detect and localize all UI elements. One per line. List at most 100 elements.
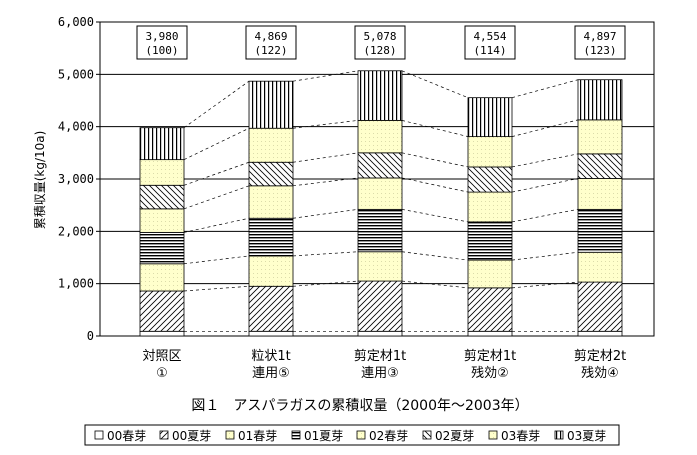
y-tick-label: 2,000	[58, 224, 94, 238]
bar-segment	[139, 290, 185, 332]
category-label: 剪定材2t	[574, 348, 626, 364]
total-index-label: (100)	[145, 44, 178, 57]
bar-segment	[357, 280, 403, 332]
y-tick-label: 6,000	[58, 15, 94, 29]
legend-label: 02夏芽	[435, 429, 474, 443]
bar-segment	[248, 255, 294, 287]
legend-label: 01夏芽	[304, 429, 343, 443]
legend-swatch	[488, 430, 498, 440]
total-value-label: 4,554	[473, 30, 506, 43]
category-label-line2: 残効②	[471, 366, 509, 381]
category-label: 粒状1t	[251, 349, 290, 364]
legend-label: 01春芽	[238, 429, 277, 443]
bar-segment	[357, 251, 403, 282]
connector-line	[401, 251, 469, 261]
bar-segment	[357, 330, 403, 337]
category-label-line2: 連用③	[361, 366, 399, 381]
y-tick-label: 4,000	[58, 120, 94, 134]
connector-line	[292, 70, 359, 82]
category-label-line2: 連用⑤	[252, 366, 290, 381]
bar-segment	[467, 287, 513, 332]
total-index-label: (128)	[363, 44, 396, 57]
connector-line	[292, 251, 359, 257]
bar-segment	[139, 208, 185, 233]
bar-segment	[248, 80, 294, 129]
bar-segment	[139, 127, 185, 161]
legend-swatch	[356, 430, 366, 440]
total-value-label: 4,869	[254, 30, 287, 43]
category-label-line2: 残効④	[581, 366, 619, 381]
bar-segment	[248, 330, 294, 337]
legend-label: 00春芽	[107, 429, 146, 443]
bar-segment	[357, 70, 403, 121]
bar-segment	[248, 127, 294, 163]
connector-line	[511, 178, 579, 193]
total-box	[245, 25, 297, 60]
total-box	[574, 25, 626, 60]
connector-line	[401, 152, 469, 168]
total-value-label: 3,980	[145, 30, 178, 43]
connector-line	[183, 127, 250, 160]
figure-caption: 図１ アスパラガスの累積収量（2000年～2003年）	[191, 398, 528, 414]
bar-segment	[248, 285, 294, 332]
bar-segment	[248, 217, 294, 257]
bar-segment	[467, 259, 513, 289]
category-label-line2: ①	[156, 366, 168, 381]
connector-line	[183, 161, 250, 186]
connector-line	[401, 209, 469, 223]
legend-swatch	[225, 430, 235, 440]
total-box	[464, 25, 516, 60]
bar-segment	[139, 330, 185, 337]
bar-segment	[357, 208, 403, 253]
connector-line	[183, 255, 250, 265]
category-label: 剪定材1t	[464, 348, 516, 364]
total-box	[136, 25, 188, 60]
legend-swatch	[554, 430, 564, 440]
bar-segment	[467, 97, 513, 138]
bar-segment	[248, 185, 294, 219]
category-label: 対照区	[142, 349, 181, 364]
total-index-label: (122)	[254, 44, 287, 57]
bar-segment	[357, 177, 403, 210]
bar-segment	[467, 221, 513, 261]
legend-label: 03春芽	[501, 429, 540, 443]
category-label: 剪定材1t	[354, 348, 406, 364]
bar-segment	[357, 119, 403, 154]
connector-line	[511, 251, 579, 261]
bar-segment	[139, 184, 185, 210]
total-index-label: (114)	[473, 44, 506, 57]
y-tick-label: 0	[87, 329, 94, 343]
legend-label: 00夏芽	[172, 429, 211, 443]
connector-line	[401, 280, 469, 289]
bar-segment	[577, 281, 623, 332]
bar-segment	[467, 166, 513, 193]
connector-line	[401, 177, 469, 193]
legend-box	[84, 424, 620, 446]
total-box	[354, 25, 406, 60]
bar-segment	[577, 178, 623, 210]
bar-segment	[577, 330, 623, 337]
total-value-label: 4,897	[583, 30, 616, 43]
connector-line	[183, 285, 250, 292]
y-tick-label: 3,000	[58, 172, 94, 186]
connector-line	[183, 217, 250, 233]
bar-segment	[577, 79, 623, 121]
bar-segment	[467, 136, 513, 168]
connector-line	[511, 153, 579, 168]
connector-line	[183, 80, 250, 128]
bar-segment	[139, 231, 185, 265]
y-tick-label: 1,000	[58, 277, 94, 291]
bar-segment	[467, 330, 513, 337]
legend-label: 02春芽	[369, 429, 408, 443]
bar-segment	[577, 119, 623, 155]
connector-line	[511, 281, 579, 289]
legend-swatch	[94, 430, 104, 440]
legend-swatch	[291, 430, 301, 440]
bar-segment	[357, 152, 403, 179]
bar-segment	[139, 263, 185, 292]
connector-line	[511, 119, 579, 137]
connector-line	[511, 209, 579, 223]
bar-segment	[577, 251, 623, 283]
y-tick-label: 5,000	[58, 67, 94, 81]
